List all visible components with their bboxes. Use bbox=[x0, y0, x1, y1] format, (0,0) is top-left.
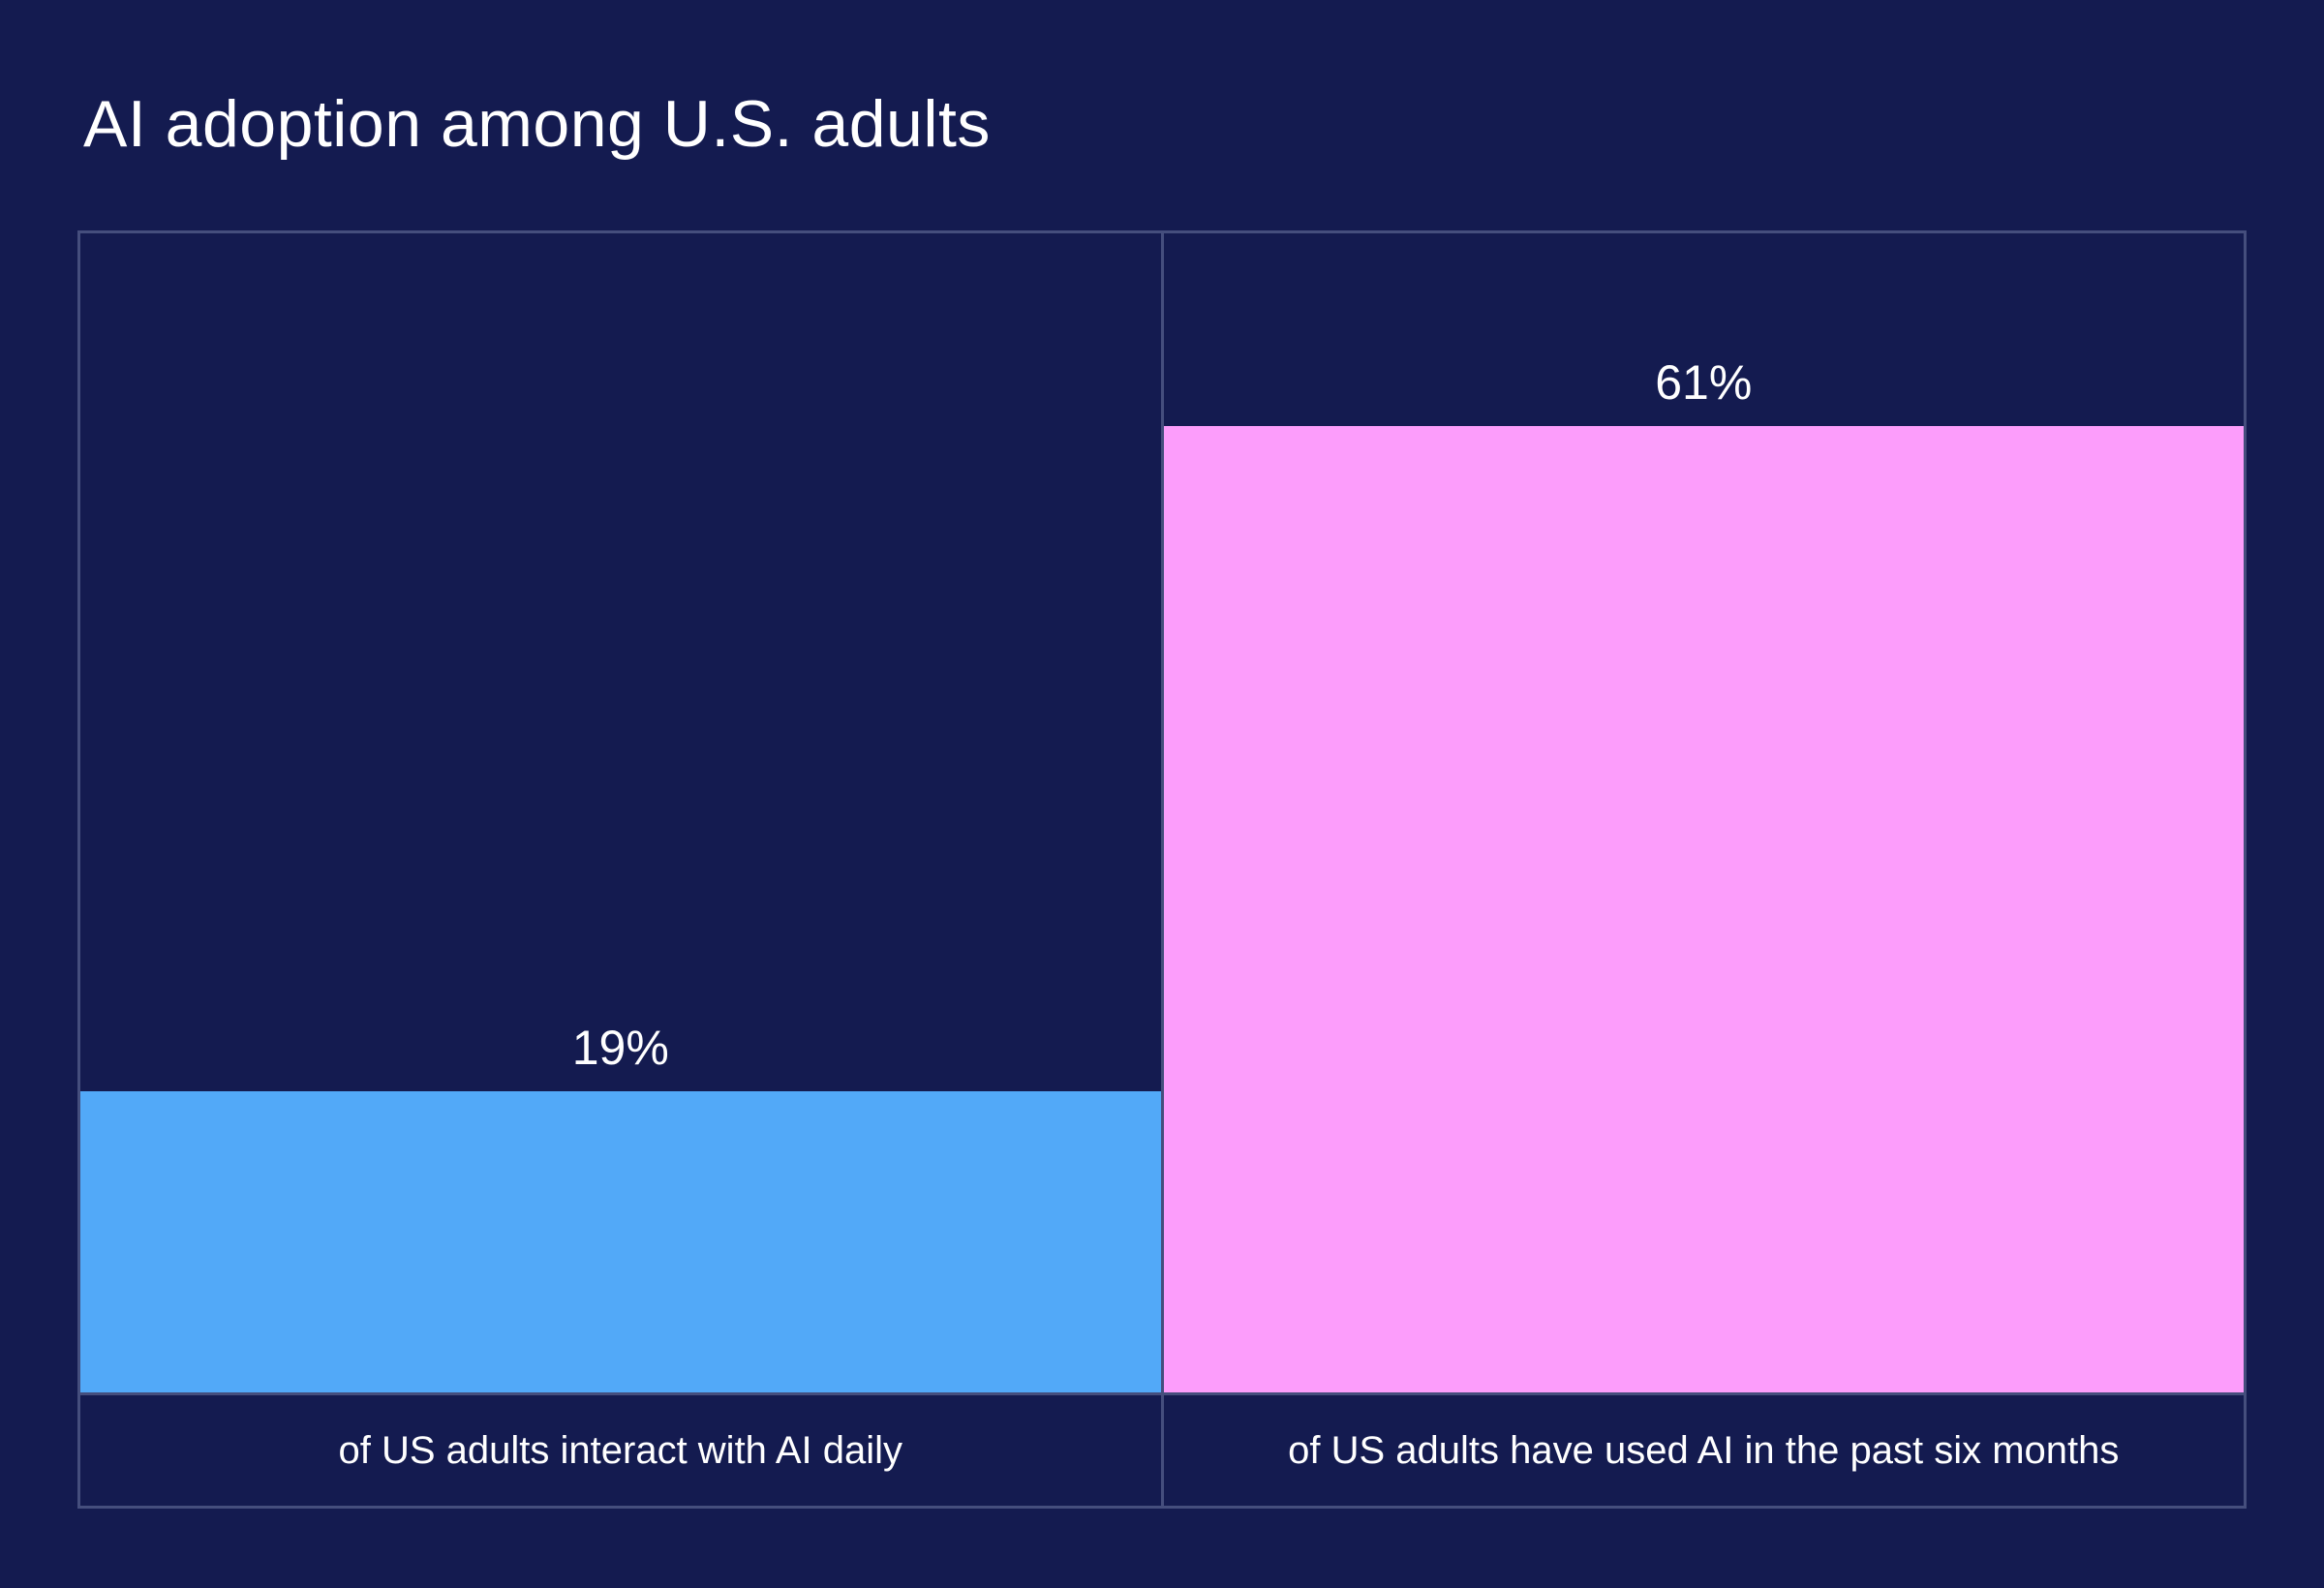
bar-value-label-daily: 19% bbox=[571, 1021, 669, 1076]
chart-column-daily: 19% of US adults interact with AI daily bbox=[80, 233, 1161, 1506]
page-title: AI adoption among U.S. adults bbox=[83, 87, 991, 161]
category-label-daily: of US adults interact with AI daily bbox=[338, 1429, 903, 1472]
bar-value-label-six-months: 61% bbox=[1655, 354, 1753, 410]
bar-plot-area-six-months: 61% bbox=[1163, 233, 2244, 1392]
chart-panel: 19% of US adults interact with AI daily … bbox=[77, 230, 2247, 1509]
bar-plot-area-daily: 19% bbox=[80, 233, 1161, 1392]
daily-usage-bar bbox=[80, 1091, 1161, 1392]
category-label-six-months: of US adults have used AI in the past si… bbox=[1288, 1429, 2120, 1472]
chart-column-six-months: 61% of US adults have used AI in the pas… bbox=[1160, 233, 2244, 1506]
six-month-usage-bar bbox=[1163, 425, 2244, 1392]
category-label-row-daily: of US adults interact with AI daily bbox=[80, 1392, 1161, 1506]
category-label-row-six-months: of US adults have used AI in the past si… bbox=[1163, 1392, 2244, 1506]
